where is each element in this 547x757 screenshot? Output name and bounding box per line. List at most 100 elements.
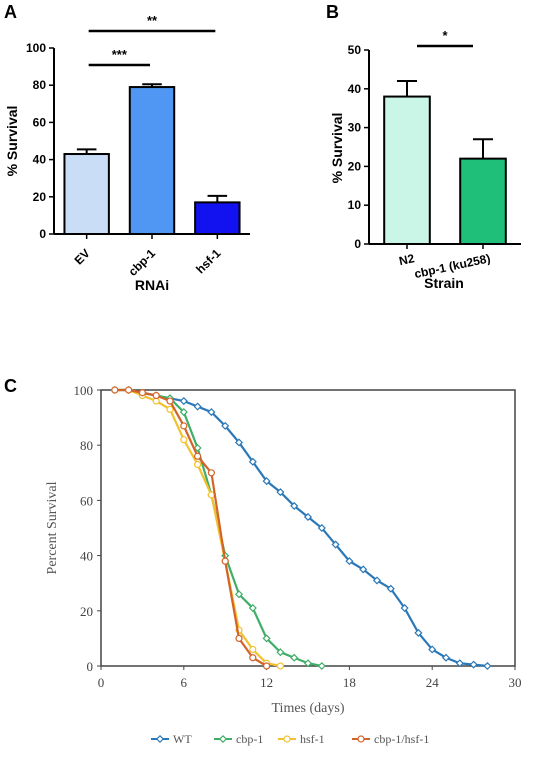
panel-b-x-tick-label: N2 bbox=[398, 251, 416, 268]
panel-c-point-wt bbox=[386, 584, 395, 593]
panel-c-point-wt bbox=[414, 628, 423, 637]
panel-c-point-hsf-1 bbox=[249, 645, 257, 654]
panel-a-significance-label: ** bbox=[147, 13, 158, 28]
panel-c-series-line-wt bbox=[114, 388, 488, 668]
panel-c-point-wt bbox=[469, 660, 478, 669]
panel-c-x-tick-label: 12 bbox=[260, 675, 273, 690]
panel-c-legend-label-cbp-1-hsf-1: cbp-1/hsf-1 bbox=[374, 732, 429, 746]
panel-c-point-cbp-1-hsf-1 bbox=[249, 654, 257, 662]
panel-a-bar bbox=[128, 86, 176, 235]
panel-c-x-axis-label: Times (days) bbox=[272, 701, 345, 716]
panel-a-significance-label: *** bbox=[112, 47, 128, 62]
panel-c-y-axis-label: Percent Survival bbox=[45, 481, 60, 574]
panel-c-plot-frame bbox=[100, 389, 516, 667]
panel-b-bar bbox=[459, 157, 507, 245]
panel-c-x-tick-label: 0 bbox=[98, 675, 105, 690]
panel-a-y-tick-label: 60 bbox=[33, 115, 47, 129]
panel-label-c: C bbox=[4, 376, 17, 396]
panel-c-point-wt bbox=[359, 565, 368, 574]
panel-c-y-tick-label: 20 bbox=[80, 604, 93, 619]
panel-a-y-tick-label: 0 bbox=[39, 227, 46, 241]
panel-c-point-cbp-1 bbox=[262, 634, 271, 643]
panel-c-point-wt bbox=[234, 438, 244, 447]
panel-c-point-wt bbox=[193, 402, 202, 411]
panel-b-y-tick-label: 30 bbox=[348, 121, 362, 135]
panel-b-significance-label: * bbox=[442, 28, 448, 43]
panel-c-point-wt bbox=[428, 645, 437, 654]
panel-c-chart: Percent Survival Times (days) 0204060801… bbox=[45, 383, 522, 746]
panel-b-y-axis-label: % Survival bbox=[329, 113, 345, 184]
panel-c-point-cbp-1-hsf-1 bbox=[180, 422, 188, 430]
panel-b-bar bbox=[383, 95, 431, 245]
panel-a-y-tick-label: 100 bbox=[26, 41, 46, 55]
panel-b-y-tick-label: 0 bbox=[354, 237, 361, 251]
panel-b-y-tick-label: 10 bbox=[348, 198, 362, 212]
panel-c-point-wt bbox=[248, 457, 257, 466]
panel-a-y-tick-label: 20 bbox=[33, 190, 47, 204]
panel-c-point-wt bbox=[317, 523, 326, 533]
panel-c-point-wt bbox=[179, 396, 188, 406]
panel-c-x-tick-label: 24 bbox=[426, 675, 440, 690]
panel-b-y-tick-label: 50 bbox=[348, 43, 362, 57]
panel-c-point-cbp-1-hsf-1 bbox=[235, 634, 243, 643]
panel-c-point-cbp-1-hsf-1 bbox=[138, 389, 146, 397]
panel-a-bar bbox=[194, 201, 241, 236]
panel-c-point-cbp-1 bbox=[234, 590, 244, 599]
panel-c-legend-label-wt: WT bbox=[173, 732, 192, 746]
panel-c-point-cbp-1 bbox=[179, 408, 188, 417]
panel-c-point-cbp-1-hsf-1 bbox=[111, 386, 119, 394]
panel-c-x-tick-label: 18 bbox=[343, 675, 356, 690]
panel-c-point-wt bbox=[290, 501, 299, 510]
panel-c-point-cbp-1-hsf-1 bbox=[152, 391, 160, 400]
panel-c-point-hsf-1 bbox=[276, 662, 284, 670]
panel-c-point-wt bbox=[400, 603, 409, 613]
panel-c-point-wt bbox=[455, 659, 464, 668]
panel-c-x-tick-label: 30 bbox=[509, 675, 522, 690]
panel-c-point-wt bbox=[276, 488, 285, 497]
panel-c-point-cbp-1-hsf-1 bbox=[207, 469, 215, 477]
panel-c-x-tick-label: 6 bbox=[181, 675, 188, 690]
panel-c-point-wt bbox=[262, 477, 271, 486]
panel-c-legend-marker-cbp-1 bbox=[218, 734, 228, 744]
panel-b-y-tick-label: 20 bbox=[348, 159, 362, 173]
panel-c-point-hsf-1 bbox=[166, 405, 174, 413]
panel-c-y-tick-label: 60 bbox=[80, 493, 93, 508]
panel-c-point-cbp-1 bbox=[276, 648, 285, 657]
panel-c-point-cbp-1-hsf-1 bbox=[125, 386, 133, 394]
panel-c-point-cbp-1-hsf-1 bbox=[221, 557, 229, 565]
panel-c-point-wt bbox=[221, 421, 230, 430]
panel-c-point-wt bbox=[303, 512, 313, 522]
panel-label-a: A bbox=[4, 2, 17, 22]
panel-c-y-tick-label: 100 bbox=[74, 383, 94, 398]
panel-a-x-tick-label: EV bbox=[72, 246, 93, 267]
panel-c-point-cbp-1 bbox=[303, 659, 313, 668]
panel-b-y-tick-label: 40 bbox=[348, 82, 362, 96]
panel-c-legend-marker-hsf-1 bbox=[283, 735, 291, 743]
panel-a-chart: % Survival RNAi 0 20 40 60 80 100 EV cbp-1 hsf-1… bbox=[4, 13, 250, 293]
panel-c-point-wt bbox=[207, 408, 216, 417]
panel-c-point-wt bbox=[331, 540, 340, 549]
panel-c-point-cbp-1 bbox=[290, 653, 299, 662]
panel-c-point-wt bbox=[372, 576, 382, 585]
panel-a-x-tick-label: cbp-1 bbox=[126, 246, 159, 279]
panel-c-legend-marker-wt bbox=[155, 734, 165, 744]
panel-c-point-wt bbox=[441, 653, 451, 662]
panel-a-y-tick-label: 40 bbox=[33, 153, 47, 167]
panel-c-point-cbp-1 bbox=[248, 603, 257, 613]
panel-c-point-wt bbox=[483, 661, 492, 671]
panel-c-y-tick-label: 0 bbox=[87, 659, 94, 674]
panel-b-x-axis-label: Strain bbox=[424, 275, 464, 291]
panel-label-b: B bbox=[326, 2, 339, 22]
panel-c-series-line-hsf-1 bbox=[114, 388, 281, 668]
panel-a-y-tick-label: 80 bbox=[33, 78, 47, 92]
panel-c-point-cbp-1 bbox=[193, 443, 202, 453]
panel-c-point-cbp-1-hsf-1 bbox=[194, 452, 202, 460]
panel-c-point-cbp-1-hsf-1 bbox=[263, 662, 271, 670]
panel-c-point-cbp-1 bbox=[317, 661, 326, 671]
panel-a-bar bbox=[63, 153, 110, 236]
panel-a-x-tick-label: hsf-1 bbox=[193, 246, 223, 276]
panel-c-legend-label-cbp-1: cbp-1 bbox=[236, 732, 263, 746]
panel-c-point-cbp-1-hsf-1 bbox=[166, 397, 174, 405]
panel-c-point-wt bbox=[345, 557, 354, 566]
